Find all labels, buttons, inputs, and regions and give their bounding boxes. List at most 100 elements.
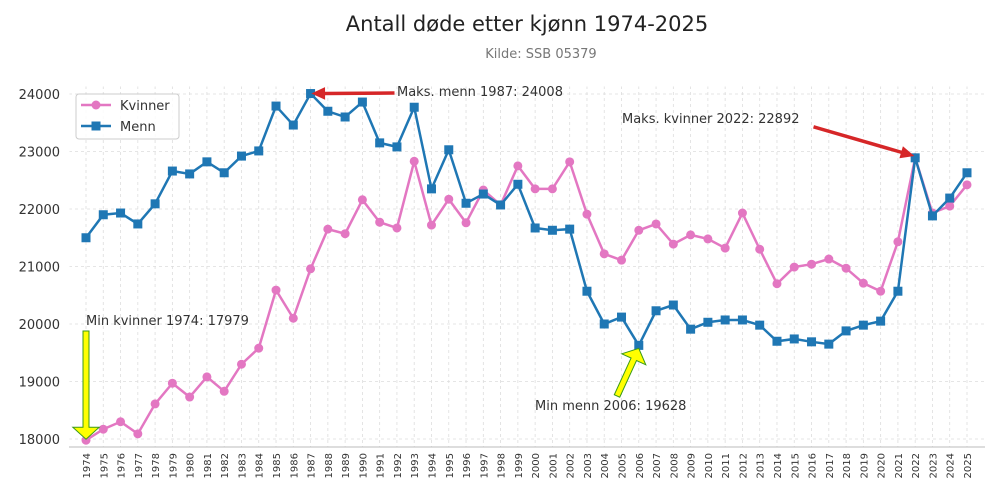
data-point-menn [755, 320, 765, 330]
x-tick-label: 1999 [514, 453, 525, 478]
data-point-menn [789, 334, 799, 344]
x-tick-label: 2025 [963, 453, 974, 478]
data-point-menn [98, 210, 108, 220]
x-tick-label: 1978 [151, 453, 162, 478]
x-tick-label: 1985 [272, 453, 283, 478]
x-tick-label: 2018 [842, 453, 853, 478]
data-point-kvinner [271, 285, 281, 295]
data-point-menn [496, 200, 506, 210]
data-point-menn [133, 219, 143, 229]
x-tick-label: 2017 [825, 453, 836, 478]
y-tick-label: 19000 [19, 376, 60, 391]
data-point-menn [720, 315, 730, 325]
x-tick-label: 2005 [618, 453, 629, 478]
annotation-max-women: Maks. kvinner 2022: 22892 [622, 112, 800, 127]
x-tick-label: 2024 [946, 453, 957, 478]
data-point-kvinner [530, 184, 540, 194]
x-tick-label: 1995 [445, 453, 456, 478]
annotation-max-men: Maks. menn 1987: 24008 [397, 85, 563, 100]
data-point-kvinner [858, 278, 868, 288]
data-point-kvinner [167, 378, 177, 388]
data-point-menn [703, 317, 713, 327]
annotations: Maks. menn 1987: 24008 Maks. kvinner 202… [71, 85, 915, 440]
x-tick-label: 2019 [859, 453, 870, 478]
x-tick-label: 1987 [307, 453, 318, 478]
data-point-kvinner [219, 386, 229, 396]
series-line-menn [85, 91, 969, 348]
x-tick-label: 2002 [566, 453, 577, 478]
data-point-kvinner [426, 220, 436, 230]
x-tick-label: 2023 [928, 453, 939, 478]
data-point-menn [409, 102, 419, 112]
x-tick-label: 1993 [410, 453, 421, 478]
data-point-kvinner [357, 195, 367, 205]
x-tick-label: 2022 [911, 453, 922, 478]
data-point-menn [686, 324, 696, 334]
x-tick-label: 2015 [790, 453, 801, 478]
y-tick-label: 24000 [19, 88, 60, 103]
x-tick-label: 2000 [531, 453, 542, 478]
data-point-menn [357, 97, 367, 107]
data-point-kvinner [789, 262, 799, 272]
data-point-menn [461, 198, 471, 208]
data-point-menn [530, 223, 540, 233]
data-point-kvinner [755, 244, 765, 254]
x-tick-label: 1986 [289, 453, 300, 478]
data-point-kvinner [461, 218, 471, 228]
data-point-menn [876, 316, 886, 326]
data-point-menn [202, 157, 212, 167]
x-axis: 1974 1975 1976 1977 1978 1979 1980 1981 1982 1983… [82, 453, 974, 478]
data-point-kvinner [547, 184, 557, 194]
data-point-kvinner [444, 194, 454, 204]
data-point-menn [375, 138, 385, 148]
x-tick-label: 2004 [600, 453, 611, 478]
data-point-menn [478, 189, 488, 199]
arrow-max-men [311, 87, 395, 100]
arrow-max-women [813, 125, 915, 159]
data-point-kvinner [807, 259, 817, 269]
legend-marker-menn [91, 121, 101, 131]
y-axis: 18000 19000 20000 21000 22000 23000 24000 [19, 88, 60, 448]
data-point-kvinner [323, 224, 333, 234]
x-tick-label: 2011 [721, 453, 732, 478]
x-tick-label: 2001 [548, 453, 559, 478]
data-point-kvinner [772, 279, 782, 289]
data-point-kvinner [254, 343, 264, 353]
data-point-kvinner [116, 417, 126, 427]
legend: Kvinner Menn [75, 93, 180, 140]
x-tick-label: 1981 [203, 453, 214, 478]
data-point-menn [910, 153, 920, 163]
y-tick-label: 23000 [19, 146, 60, 161]
x-tick-label: 1992 [393, 453, 404, 478]
data-point-kvinner [668, 239, 678, 249]
x-tick-label: 1979 [168, 453, 179, 478]
data-point-menn [772, 336, 782, 346]
data-point-menn [824, 339, 834, 349]
data-point-menn [807, 337, 817, 347]
data-point-menn [962, 168, 972, 178]
chart-title: Antall døde etter kjønn 1974-2025 [346, 12, 708, 36]
data-point-kvinner [651, 219, 661, 229]
data-point-kvinner [133, 429, 143, 439]
x-tick-label: 2021 [894, 453, 905, 478]
legend-label-menn: Menn [120, 120, 156, 135]
data-point-kvinner [703, 234, 713, 244]
x-tick-label: 1989 [341, 453, 352, 478]
data-point-menn [651, 306, 661, 316]
data-point-kvinner [893, 237, 903, 247]
data-point-menn [617, 312, 627, 322]
annotation-min-men: Min menn 2006: 19628 [535, 399, 686, 414]
x-tick-label: 1983 [237, 453, 248, 478]
x-tick-label: 2016 [808, 453, 819, 478]
data-point-menn [444, 145, 454, 155]
y-tick-label: 21000 [19, 261, 60, 276]
data-point-kvinner [945, 201, 955, 211]
data-point-menn [288, 120, 298, 130]
x-tick-label: 2014 [773, 453, 784, 478]
data-point-kvinner [599, 249, 609, 259]
x-tick-label: 1984 [255, 453, 266, 478]
x-tick-label: 1994 [427, 453, 438, 478]
x-tick-label: 2020 [877, 453, 888, 478]
data-point-menn [392, 142, 402, 152]
